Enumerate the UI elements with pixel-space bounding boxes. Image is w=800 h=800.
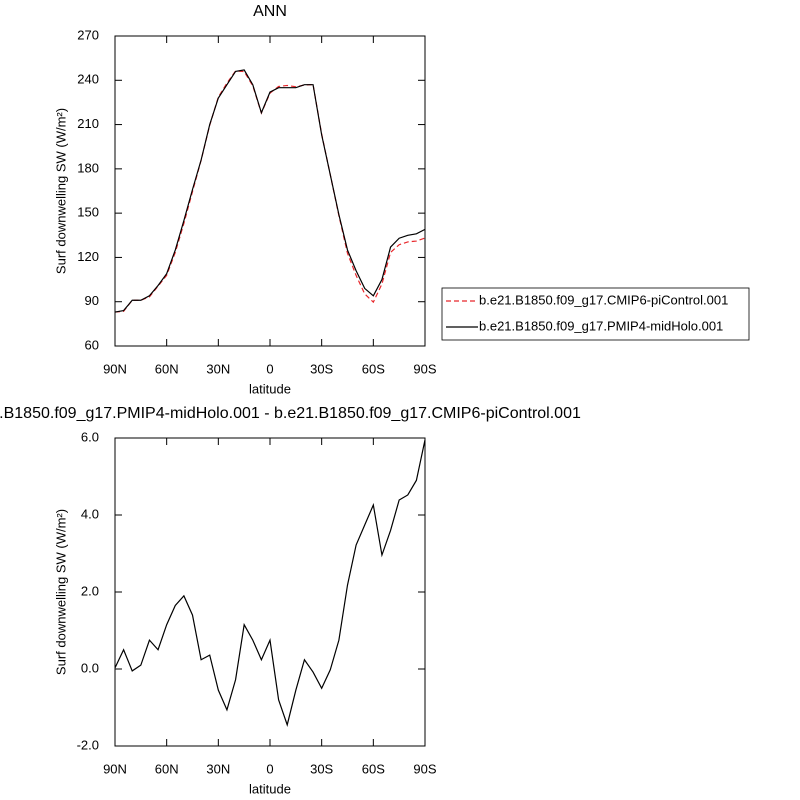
x-tick-label: 30S (310, 761, 333, 776)
y-tick-label: 120 (77, 249, 99, 264)
x-tick-label: 0 (266, 761, 273, 776)
x-tick-label: 30S (310, 361, 333, 376)
plot-frame (114, 437, 426, 747)
y-tick-label: 6.0 (81, 429, 99, 444)
chart-title: b.e21.B1850.f09_g17.PMIP4-midHolo.001 - … (0, 405, 581, 422)
x-tick-label: 30N (206, 761, 230, 776)
y-tick-label: 0.0 (81, 660, 99, 675)
x-tick-label: 30N (206, 361, 230, 376)
y-tick-label: 4.0 (81, 506, 99, 521)
legend-box (441, 287, 750, 341)
legend-label: b.e21.B1850.f09_g17.CMIP6-piControl.001 (479, 292, 728, 307)
x-axis-label: latitude (249, 781, 291, 796)
x-tick-label: 90S (413, 361, 436, 376)
plot-frame (114, 35, 426, 347)
data-line (114, 439, 426, 727)
data-line (114, 70, 426, 313)
chart-title: ANN (253, 3, 287, 20)
x-tick-label: 60N (155, 361, 179, 376)
x-tick-label: 0 (266, 361, 273, 376)
x-tick-label: 60S (362, 761, 385, 776)
x-tick-label: 60S (362, 361, 385, 376)
x-axis-label: latitude (249, 381, 291, 396)
y-axis-label: Surf downwelling SW (W/m²) (53, 108, 68, 274)
y-tick-label: 240 (77, 72, 99, 87)
legend-label: b.e21.B1850.f09_g17.PMIP4-midHolo.001 (479, 318, 723, 333)
y-tick-label: 210 (77, 116, 99, 131)
y-tick-label: 270 (77, 27, 99, 42)
y-tick-label: 2.0 (81, 583, 99, 598)
y-tick-label: -2.0 (77, 737, 99, 752)
y-tick-label: 90 (85, 293, 99, 308)
y-tick-label: 180 (77, 160, 99, 175)
x-tick-label: 90N (103, 361, 127, 376)
x-tick-label: 90N (103, 761, 127, 776)
y-tick-label: 150 (77, 205, 99, 220)
y-tick-label: 60 (85, 337, 99, 352)
data-line (114, 69, 426, 313)
x-tick-label: 90S (413, 761, 436, 776)
y-axis-label: Surf downwelling SW (W/m²) (53, 509, 68, 675)
x-tick-label: 60N (155, 761, 179, 776)
